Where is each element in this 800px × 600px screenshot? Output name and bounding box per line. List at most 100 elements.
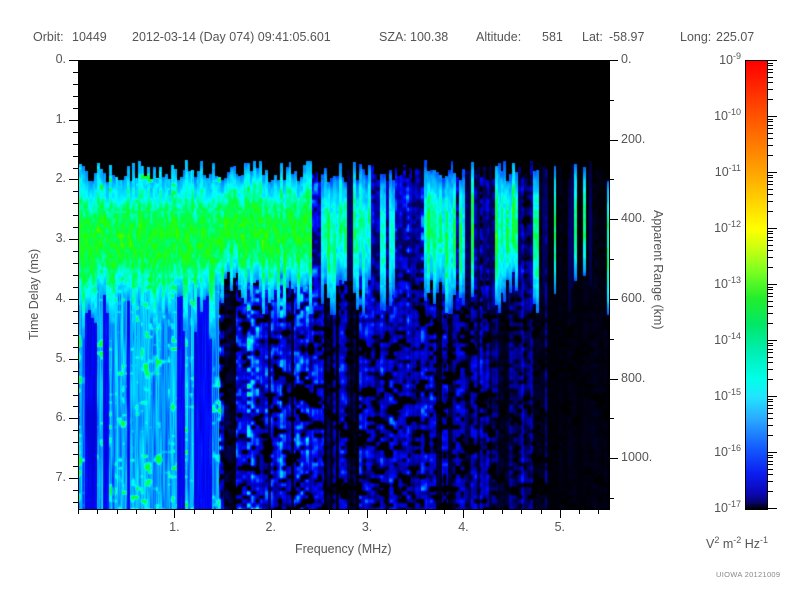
x-axis-minor-tick <box>348 509 349 514</box>
colorbar-minor-tick <box>768 313 773 314</box>
y2-axis-title: Apparent Range (km) <box>651 210 665 330</box>
y-axis-minor-tick <box>73 191 78 192</box>
y2-axis-major-tick <box>609 140 618 141</box>
colorbar-minor-tick <box>768 357 773 358</box>
colorbar-major-tick <box>768 172 777 173</box>
colorbar-minor-tick <box>768 418 773 419</box>
colorbar-tick-label: 10-10 <box>714 107 741 124</box>
y2-axis-tick-label: 1000. <box>621 450 653 465</box>
y-axis-minor-tick <box>73 430 78 431</box>
colorbar-minor-tick <box>768 362 773 363</box>
colorbar-minor-tick <box>768 345 773 346</box>
x-axis-major-tick <box>463 509 464 518</box>
colorbar-tick-label: 10-11 <box>714 163 741 180</box>
colorbar-minor-tick <box>768 379 773 380</box>
colorbar-minor-tick <box>768 413 773 414</box>
y-axis-major-tick <box>69 359 78 360</box>
x-axis-title: Frequency (MHz) <box>295 542 392 556</box>
y2-axis-major-tick <box>609 219 618 220</box>
x-axis-minor-tick <box>541 509 542 514</box>
colorbar-minor-tick <box>768 63 773 64</box>
y-axis-tick-label: 5. <box>55 350 66 365</box>
colorbar-tick-label: 10-12 <box>714 219 741 236</box>
colorbar-major-tick <box>768 60 777 61</box>
x-axis-tick-label: 5. <box>554 520 566 534</box>
x-axis-minor-tick <box>232 509 233 514</box>
colorbar-major-tick <box>768 508 777 509</box>
x-axis-minor-tick <box>290 509 291 514</box>
x-axis-minor-tick <box>213 509 214 514</box>
colorbar-minor-tick <box>768 425 773 426</box>
colorbar-minor-tick <box>768 401 773 402</box>
y-axis-tick-label: 3. <box>55 231 66 246</box>
x-axis-minor-tick <box>502 509 503 514</box>
colorbar-tick-label: 10-16 <box>714 443 741 460</box>
y-axis-minor-tick <box>73 215 78 216</box>
x-axis-minor-tick <box>329 509 330 514</box>
colorbar-minor-tick <box>768 306 773 307</box>
y-axis-minor-tick <box>73 335 78 336</box>
ionogram-plot-area <box>78 60 610 510</box>
y2-axis-major-tick <box>609 60 618 61</box>
colorbar-minor-tick <box>768 138 773 139</box>
y2-axis-minor-tick <box>609 418 614 419</box>
y-axis-minor-tick <box>73 132 78 133</box>
long-label: Long: <box>680 30 712 44</box>
colorbar-minor-tick <box>768 65 773 66</box>
y-axis-minor-tick <box>73 395 78 396</box>
y-axis-minor-tick <box>73 490 78 491</box>
y2-axis-minor-tick <box>609 100 614 101</box>
y-axis-minor-tick <box>73 454 78 455</box>
y-axis-minor-tick <box>73 251 78 252</box>
colorbar-unit-label: V2 m-2 Hz-1 <box>706 535 769 552</box>
colorbar-tick-label: 10-17 <box>714 499 741 516</box>
y-axis-minor-tick <box>73 156 78 157</box>
x-axis-tick-label: 1. <box>169 520 180 534</box>
x-axis-minor-tick <box>309 509 310 514</box>
y-axis-tick-label: 7. <box>55 470 66 485</box>
colorbar <box>745 60 768 510</box>
x-axis-major-tick <box>174 509 175 518</box>
y2-axis-tick-label: 200. <box>621 131 646 146</box>
y-axis-minor-tick <box>73 227 78 228</box>
colorbar-minor-tick <box>768 296 773 297</box>
colorbar-major-tick <box>768 340 777 341</box>
colorbar-minor-tick <box>768 69 773 70</box>
colorbar-minor-tick <box>768 408 773 409</box>
y-axis-tick-label: 0. <box>55 52 66 66</box>
y-axis-major-tick <box>69 120 78 121</box>
x-axis-minor-tick <box>251 509 252 514</box>
colorbar-minor-tick <box>768 82 773 83</box>
colorbar-major-tick <box>768 284 777 285</box>
y-axis-minor-tick <box>73 108 78 109</box>
y-axis-major-tick <box>69 418 78 419</box>
y-axis-title: Time Delay (ms) <box>27 248 41 340</box>
y2-axis-major-tick <box>609 458 618 459</box>
y-axis-minor-tick <box>73 311 78 312</box>
x-axis-tick-label: 2. <box>265 520 276 534</box>
long-value: 225.07 <box>716 30 755 44</box>
colorbar-major-tick <box>768 452 777 453</box>
colorbar-minor-tick <box>768 455 773 456</box>
credit-label: UIOWA 20121009 <box>716 570 781 579</box>
x-axis-minor-tick <box>521 509 522 514</box>
x-axis-tick-label: 4. <box>458 520 469 534</box>
colorbar-major-tick <box>768 396 777 397</box>
x-axis-major-tick <box>560 509 561 518</box>
x-axis-minor-tick <box>579 509 580 514</box>
y-axis-major-tick <box>69 60 78 61</box>
y2-axis-tick-label: 800. <box>621 370 646 385</box>
y-axis-minor-tick <box>73 442 78 443</box>
y-axis-minor-tick <box>73 371 78 372</box>
y-axis-major-tick <box>69 299 78 300</box>
altitude-label: Altitude: <box>476 30 522 44</box>
colorbar-minor-tick <box>768 89 773 90</box>
sza-label: SZA: <box>379 30 407 44</box>
colorbar-minor-tick <box>768 435 773 436</box>
colorbar-minor-tick <box>768 231 773 232</box>
colorbar-major-tick <box>768 228 777 229</box>
altitude-value: 581 <box>542 30 563 44</box>
colorbar-minor-tick <box>768 181 773 182</box>
colorbar-minor-tick <box>768 289 773 290</box>
colorbar-minor-tick <box>768 233 773 234</box>
